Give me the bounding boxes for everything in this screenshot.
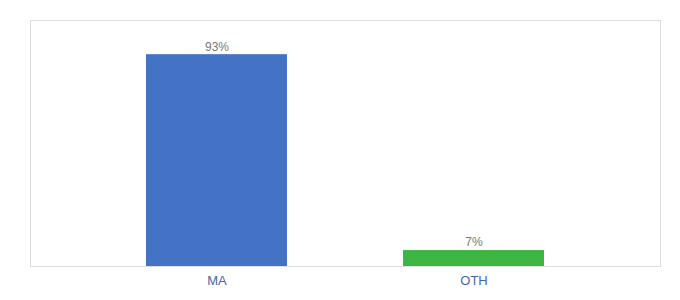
svg-text:MA: MA xyxy=(207,273,227,288)
svg-text:7%: 7% xyxy=(465,235,483,249)
svg-text:93%: 93% xyxy=(205,40,229,54)
svg-text:OTH: OTH xyxy=(460,273,487,288)
